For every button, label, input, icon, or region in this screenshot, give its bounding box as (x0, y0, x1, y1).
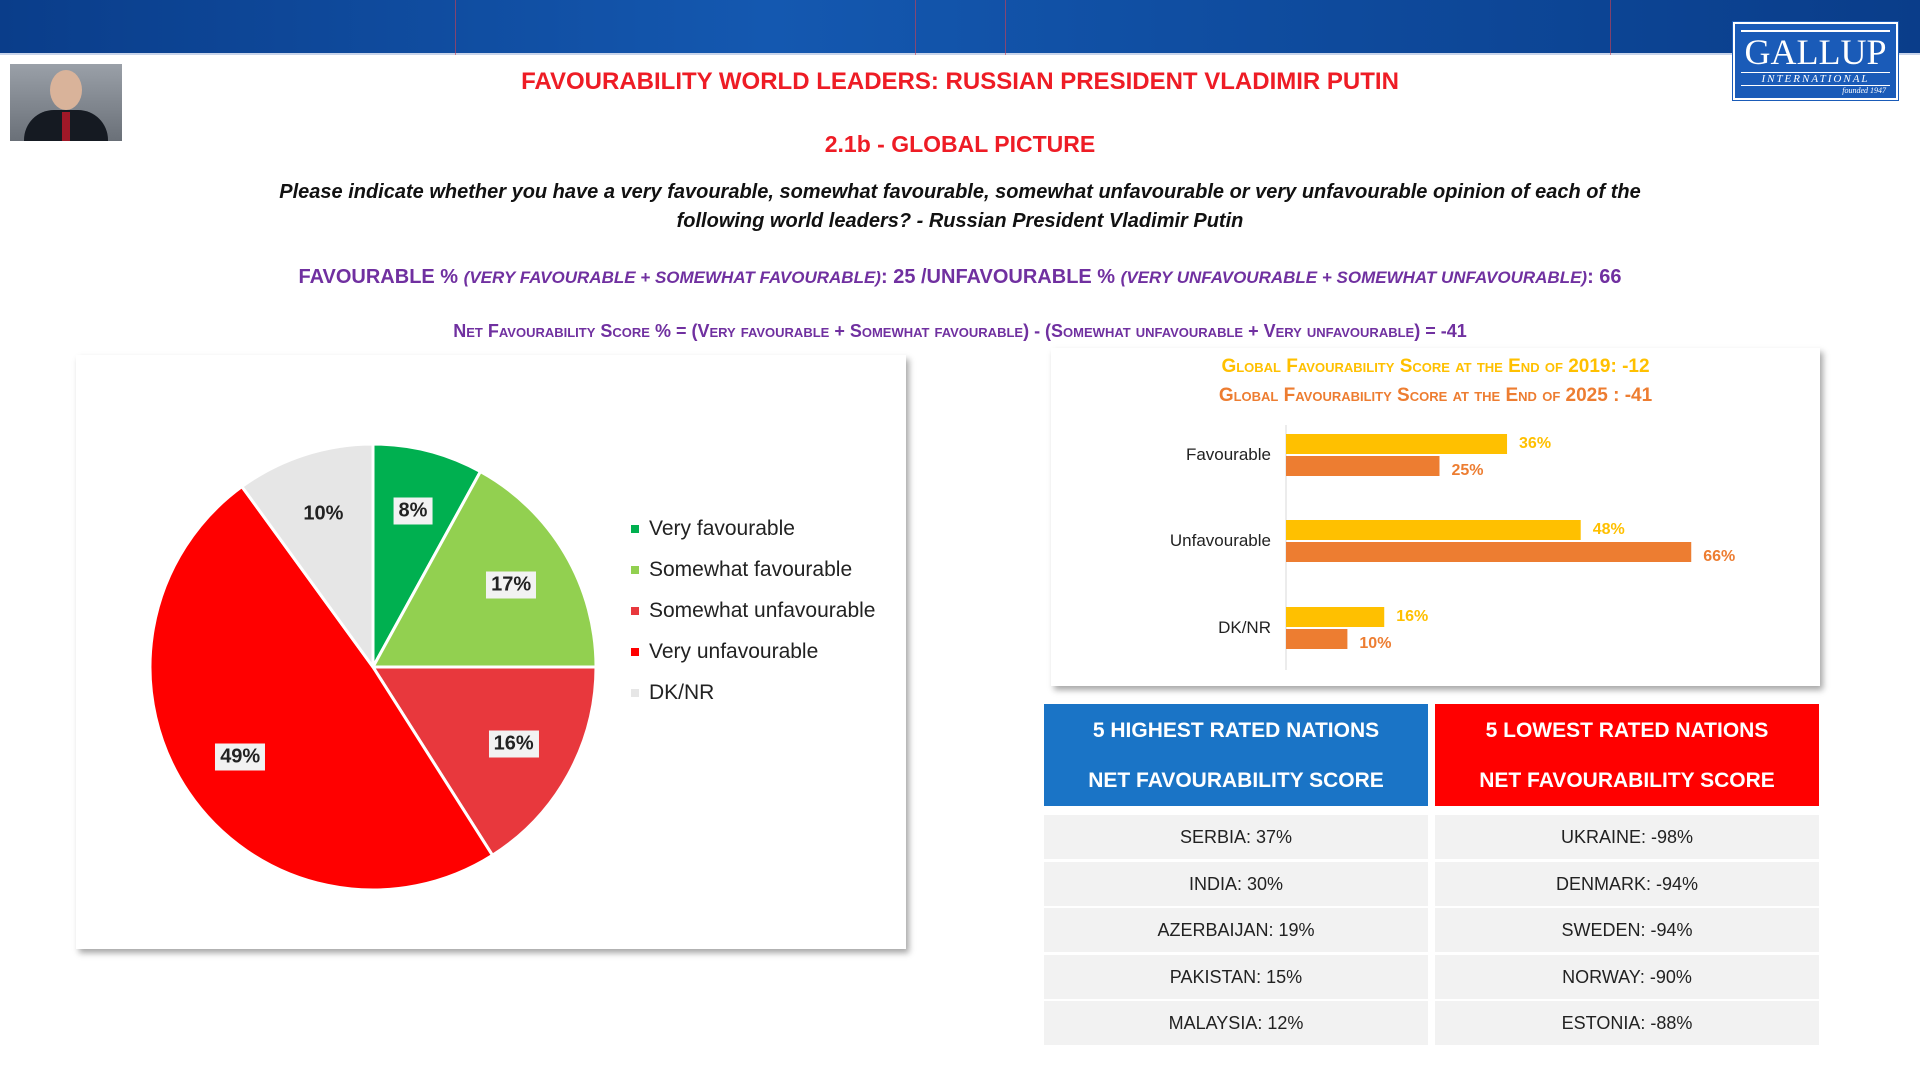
table-header-line: NET FAVOURABILITY SCORE (1088, 769, 1384, 792)
pie-slice (370, 665, 598, 858)
bar-data-label: 48% (1592, 521, 1625, 538)
legend-item: Very favourable (631, 517, 795, 541)
legend-label: Somewhat favourable (649, 558, 853, 581)
bar-data-label: 16% (1396, 608, 1429, 625)
lowest-table-row: ESTONIA: -88% (1435, 1001, 1819, 1045)
legend-label: Somewhat unfavourable (649, 599, 876, 622)
pie-slice (370, 469, 598, 669)
pie-data-label: 16% (488, 730, 539, 758)
legend-label: DK/NR (649, 681, 715, 704)
legend-item: Somewhat unfavourable (631, 599, 875, 623)
legend-swatch (631, 607, 639, 615)
bar-category-label: DK/NR (1218, 618, 1271, 637)
bar-title-2019: Global Favourability Score at the End of… (1221, 356, 1650, 377)
highest-table-header: 5 HIGHEST RATED NATIONS NET FAVOURABILITY… (1044, 704, 1428, 806)
lowest-table-row: NORWAY: -90% (1435, 954, 1819, 999)
legend-label: Very unfavourable (649, 640, 819, 663)
highest-table-row: INDIA: 30% (1044, 861, 1428, 906)
pie-data-label: 17% (486, 571, 537, 599)
bar-data-label: 66% (1703, 548, 1736, 565)
survey-question: Please indicate whether you have a very … (279, 181, 1641, 232)
legend-item: Very unfavourable (631, 640, 818, 664)
lowest-table-row: DENMARK: -94% (1435, 861, 1819, 906)
bar-category-label: Unfavourable (1169, 531, 1271, 550)
table-header-line: 5 HIGHEST RATED NATIONS (1092, 719, 1380, 742)
legend-item: DK/NR (631, 681, 714, 705)
legend-swatch (631, 648, 639, 656)
lowest-table-header: 5 LOWEST RATED NATIONS NET FAVOURABILITY … (1435, 704, 1819, 806)
legend-swatch (631, 566, 639, 574)
bar-data-label: 25% (1451, 462, 1484, 479)
lowest-table-row: UKRAINE: -98% (1435, 815, 1819, 859)
highest-table-row: AZERBAIJAN: 19% (1044, 908, 1428, 952)
highest-table-row: MALAYSIA: 12% (1044, 1001, 1428, 1045)
legend-swatch (631, 525, 639, 533)
pie-slice (148, 484, 495, 892)
bar-data-label: 10% (1359, 635, 1392, 652)
bar-title-2025: Global Favourability Score at the End of… (1218, 385, 1653, 406)
table-header-line: NET FAVOURABILITY SCORE (1479, 769, 1775, 792)
legend-swatch (631, 689, 639, 697)
lowest-table-row: SWEDEN: -94% (1435, 908, 1819, 952)
bar-data-label: 36% (1519, 435, 1552, 452)
pie-slice (239, 442, 375, 672)
pie-data-label: 10% (303, 502, 344, 525)
header-banner (0, 0, 1920, 55)
net-score-line: Net Favourability Score % = (Very favour… (453, 321, 1467, 341)
page-subtitle: 2.1b - GLOBAL PICTURE (824, 131, 1096, 157)
favourable-summary: FAVOURABLE % (VERY FAVOURABLE + SOMEWHAT… (298, 266, 1622, 288)
highest-table-row: SERBIA: 37% (1044, 815, 1428, 859)
bar-category-label: Favourable (1185, 445, 1271, 464)
legend-item: Somewhat favourable (631, 558, 852, 582)
highest-table-row: PAKISTAN: 15% (1044, 954, 1428, 999)
pie-data-label: 49% (215, 743, 266, 771)
leader-photo (10, 64, 122, 141)
pie-data-label: 8% (393, 497, 433, 525)
legend-label: Very favourable (649, 517, 795, 540)
page-title: FAVOURABILITY WORLD LEADERS: RUSSIAN PRE… (521, 68, 1399, 95)
bar-panel (1051, 348, 1820, 686)
table-header-line: 5 LOWEST RATED NATIONS (1485, 719, 1769, 742)
gallup-logo: GALLUP INTERNATIONAL founded 1947 (1732, 21, 1899, 101)
